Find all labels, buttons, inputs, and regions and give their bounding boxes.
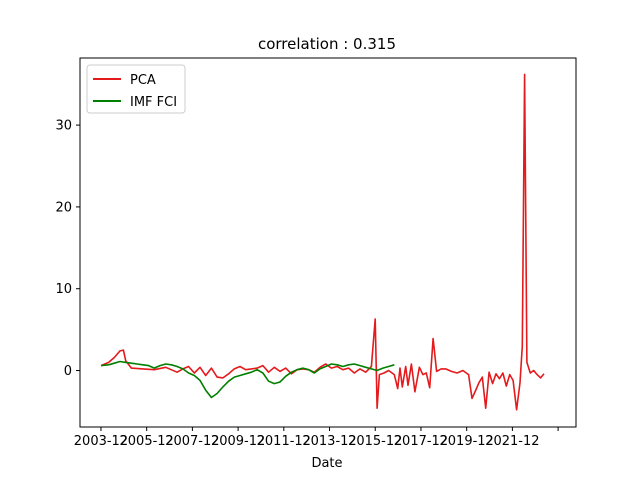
- legend-label: IMF FCI: [130, 95, 177, 110]
- legend: PCA IMF FCI: [86, 64, 186, 114]
- plot-area: [100, 73, 545, 411]
- x-tick-label: 2003-12: [74, 434, 128, 449]
- series-line-pca: [100, 73, 545, 411]
- x-tick-label: 2021-12: [485, 434, 539, 449]
- x-tick-label: 2005-12: [120, 434, 174, 449]
- y-tick-label: 0: [64, 364, 72, 379]
- plot-frame: [79, 57, 577, 428]
- y-tick-label: 10: [55, 282, 72, 297]
- y-tick-label: 20: [55, 200, 72, 215]
- x-axis-label: Date: [311, 456, 342, 471]
- x-tick-label: 2015-12: [348, 434, 402, 449]
- x-tick-label: 2011-12: [257, 434, 311, 449]
- chart-title: correlation : 0.315: [258, 35, 396, 53]
- x-tick-label: 2017-12: [394, 434, 448, 449]
- series-line-imf-fci: [100, 360, 395, 399]
- x-tick-label: 2007-12: [165, 434, 219, 449]
- y-tick-label: 30: [55, 119, 72, 134]
- x-tick-label: 2009-12: [211, 434, 265, 449]
- x-tick-label: 2019-12: [440, 434, 494, 449]
- x-tick-label: 2013-12: [302, 434, 356, 449]
- axes: 2003-122005-122007-122009-122011-122013-…: [55, 57, 577, 449]
- legend-label: PCA: [130, 73, 156, 88]
